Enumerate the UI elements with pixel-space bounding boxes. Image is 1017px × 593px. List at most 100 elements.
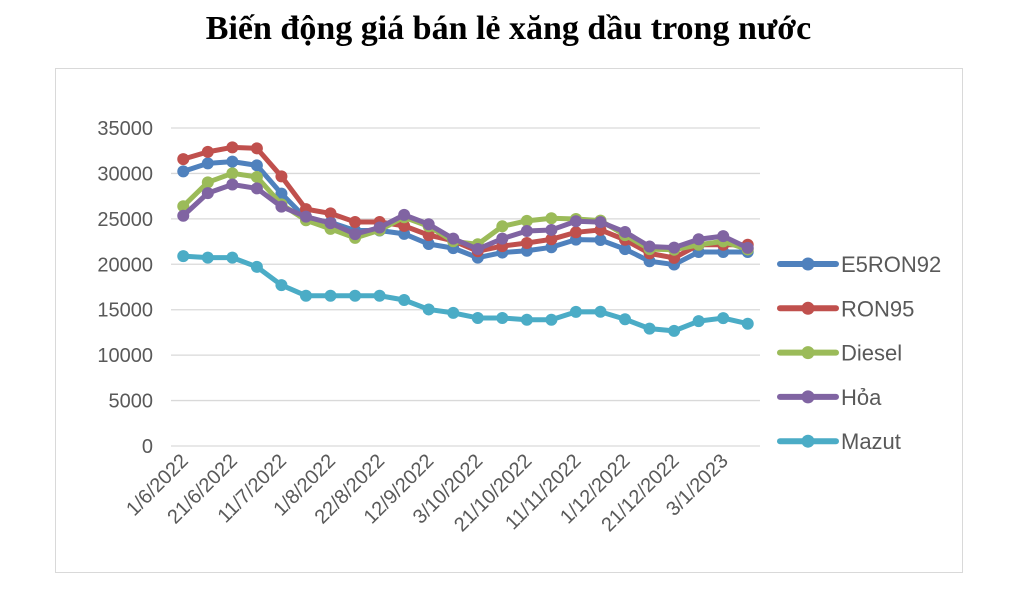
data-point-marker <box>275 187 288 200</box>
data-point-marker <box>741 317 754 330</box>
data-point-marker <box>324 289 337 302</box>
legend-label: RON95 <box>841 296 914 321</box>
data-point-marker <box>643 240 656 253</box>
data-point-marker <box>447 232 460 245</box>
data-point-marker <box>349 215 362 228</box>
legend-marker-dot <box>801 257 815 271</box>
data-point-marker <box>226 178 239 191</box>
data-point-marker <box>398 208 411 221</box>
data-point-marker <box>520 214 533 227</box>
legend-label: Mazut <box>841 429 901 454</box>
series-Mazut <box>177 250 754 337</box>
data-point-marker <box>741 241 754 254</box>
data-point-marker <box>717 312 730 325</box>
y-axis-tick-label: 35000 <box>97 118 153 140</box>
legend-item-Diesel: Diesel <box>777 341 902 366</box>
y-axis-tick-label: 15000 <box>97 300 153 322</box>
data-point-marker <box>177 209 190 222</box>
data-point-marker <box>349 289 362 302</box>
data-point-marker <box>226 141 239 154</box>
y-axis-tick-label: 20000 <box>97 254 153 276</box>
data-point-marker <box>226 251 239 264</box>
legend-label: E5RON92 <box>841 252 941 277</box>
data-point-marker <box>668 241 681 254</box>
data-point-marker <box>324 217 337 230</box>
data-point-marker <box>668 324 681 337</box>
data-point-marker <box>201 187 214 200</box>
legend: E5RON92 RON95 Diesel Hỏa Mazut <box>777 252 941 454</box>
data-point-marker <box>545 212 558 225</box>
data-point-marker <box>619 225 632 238</box>
data-point-marker <box>496 311 509 324</box>
data-point-marker <box>594 305 607 318</box>
data-point-marker <box>250 159 263 172</box>
data-point-marker <box>349 228 362 241</box>
data-point-marker <box>619 313 632 326</box>
chart-title: Biến động giá bán lẻ xăng dầu trong nước <box>205 10 812 47</box>
series-line <box>180 253 751 334</box>
y-axis-tick-label: 10000 <box>97 345 153 367</box>
data-point-marker <box>422 229 435 242</box>
data-point-marker <box>619 243 632 256</box>
data-point-marker <box>692 233 705 246</box>
data-point-marker <box>299 289 312 302</box>
data-point-marker <box>422 303 435 316</box>
legend-marker-dot <box>801 301 815 315</box>
data-point-marker <box>717 230 730 243</box>
data-point-marker <box>324 207 337 220</box>
data-point-marker <box>250 142 263 155</box>
data-point-marker <box>398 219 411 232</box>
data-point-marker <box>569 226 582 239</box>
data-point-marker <box>545 233 558 246</box>
data-point-marker <box>569 305 582 318</box>
data-point-marker <box>201 176 214 189</box>
data-point-marker <box>594 234 607 247</box>
data-point-marker <box>373 221 386 234</box>
data-point-marker <box>201 157 214 170</box>
legend-item-E5RON92: E5RON92 <box>777 252 941 277</box>
legend-item-Hỏa: Hỏa <box>777 385 882 410</box>
data-point-marker <box>471 311 484 324</box>
data-point-marker <box>177 200 190 213</box>
series-Hỏa <box>177 178 754 256</box>
data-point-marker <box>447 306 460 319</box>
legend-item-RON95: RON95 <box>777 296 914 321</box>
plot-area: 050001000015000200002500030000350001/6/2… <box>97 118 941 536</box>
data-point-marker <box>643 322 656 335</box>
data-point-marker <box>594 216 607 229</box>
data-point-marker <box>275 170 288 183</box>
y-axis-tick-label: 0 <box>142 436 153 458</box>
data-point-marker <box>177 165 190 178</box>
data-point-marker <box>201 251 214 264</box>
y-axis-tick-label: 30000 <box>97 163 153 185</box>
data-point-marker <box>299 210 312 223</box>
series-line <box>180 170 751 253</box>
data-point-marker <box>373 289 386 302</box>
data-point-marker <box>177 153 190 166</box>
legend-item-Mazut: Mazut <box>777 429 901 454</box>
data-point-marker <box>398 293 411 306</box>
data-point-marker <box>250 260 263 273</box>
data-point-marker <box>692 315 705 328</box>
chart-frame: 0 5000 10000 15000 20000 25000 30000 35000 1/6/2… <box>55 68 963 573</box>
data-point-marker <box>250 170 263 183</box>
data-point-marker <box>496 232 509 245</box>
data-point-marker <box>496 220 509 233</box>
data-point-marker <box>250 182 263 195</box>
data-point-marker <box>226 167 239 180</box>
data-point-marker <box>422 238 435 251</box>
legend-marker-dot <box>801 390 815 404</box>
data-point-marker <box>520 313 533 326</box>
data-point-marker <box>471 243 484 256</box>
legend-marker-dot <box>801 434 815 448</box>
data-point-marker <box>545 223 558 236</box>
legend-label: Hỏa <box>841 385 882 410</box>
y-axis-tick-label: 25000 <box>97 209 153 231</box>
data-point-marker <box>275 279 288 292</box>
data-point-marker <box>545 313 558 326</box>
legend-marker-dot <box>801 346 815 360</box>
data-point-marker <box>201 145 214 158</box>
data-point-marker <box>422 218 435 231</box>
data-point-marker <box>275 200 288 213</box>
